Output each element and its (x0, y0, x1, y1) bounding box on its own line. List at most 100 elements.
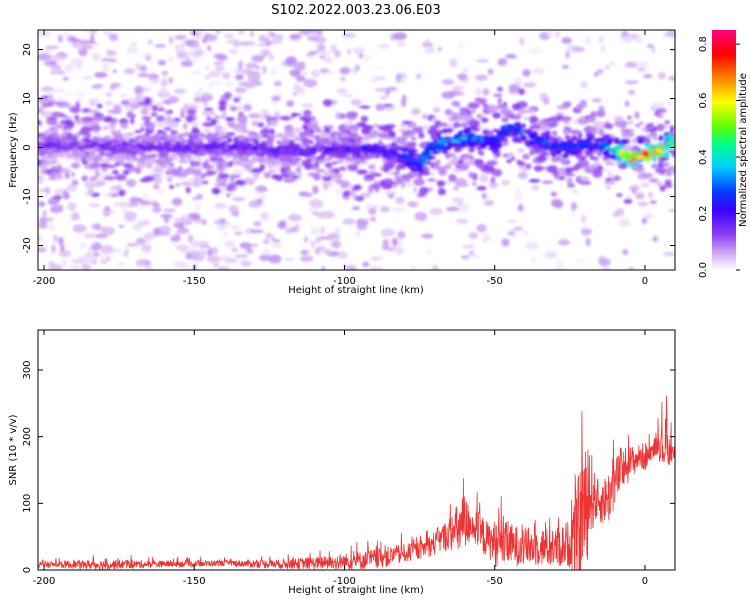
noise-blob (425, 38, 430, 46)
noise-blob (67, 202, 77, 212)
noise-blob (100, 63, 110, 72)
ridge-blob (662, 152, 670, 157)
ridge-blob (162, 146, 167, 149)
noise-blob (82, 30, 88, 34)
halo-blob (285, 131, 291, 136)
noise-blob (161, 70, 168, 77)
ridge-blob (259, 144, 268, 151)
x-tick-label: -100 (333, 576, 356, 587)
ridge-blob (606, 154, 612, 158)
noise-blob (364, 203, 374, 209)
noise-blob (580, 228, 593, 235)
halo-blob (201, 175, 206, 179)
halo-blob (168, 120, 179, 128)
noise-blob (398, 248, 405, 252)
noise-blob (212, 61, 225, 65)
halo-blob (382, 103, 394, 107)
noise-blob (392, 237, 398, 247)
noise-blob (38, 53, 51, 61)
spectrogram-x-label: Height of straight line (km) (288, 285, 424, 296)
noise-blob (337, 250, 348, 260)
halo-blob (562, 101, 572, 108)
halo-blob (251, 168, 263, 173)
noise-blob (222, 72, 231, 80)
halo-blob (522, 153, 530, 160)
noise-blob (644, 213, 654, 220)
halo-blob (322, 99, 333, 107)
halo-blob (525, 163, 532, 169)
halo-blob (652, 135, 658, 142)
noise-blob (82, 76, 93, 80)
noise-blob (237, 41, 249, 46)
ridge-blob (351, 151, 356, 157)
noise-blob (336, 92, 342, 97)
halo-blob (497, 97, 502, 105)
noise-blob (50, 64, 62, 70)
halo-blob (81, 108, 91, 113)
ridge-blob (407, 149, 415, 155)
noise-blob (468, 232, 479, 240)
ridge-blob (155, 135, 163, 140)
halo-blob (143, 122, 156, 126)
noise-blob (636, 60, 650, 69)
ridge-blob (315, 137, 324, 143)
noise-blob (64, 64, 74, 72)
halo-blob (620, 121, 626, 129)
noise-blob (351, 206, 361, 211)
noise-blob (292, 91, 298, 96)
ridge-blob (304, 148, 312, 152)
noise-blob (342, 218, 356, 225)
noise-blob (605, 186, 611, 190)
ridge-blob (323, 150, 327, 156)
noise-blob (123, 251, 128, 258)
halo-blob (103, 175, 116, 181)
halo-blob (74, 114, 80, 121)
ridge-blob (55, 143, 62, 149)
noise-blob (110, 86, 116, 91)
noise-blob (260, 109, 270, 117)
halo-blob (153, 165, 163, 174)
ridge-blob (174, 140, 180, 143)
noise-blob (336, 88, 348, 94)
noise-blob (207, 70, 222, 78)
halo-blob (476, 186, 487, 191)
ridge-blob (293, 158, 303, 161)
noise-blob (663, 252, 675, 256)
halo-blob (194, 97, 201, 102)
ridge-blob (232, 158, 241, 163)
noise-blob (593, 72, 599, 77)
ridge-blob (541, 152, 550, 156)
halo-blob (171, 156, 179, 161)
halo-blob (587, 164, 598, 170)
ridge-blob (309, 133, 316, 139)
noise-blob (306, 208, 318, 212)
ridge-blob (205, 149, 213, 154)
noise-blob (213, 53, 227, 59)
ridge-blob (378, 139, 382, 144)
noise-blob (55, 204, 64, 209)
ridge-blob (184, 146, 192, 149)
ridge-blob (441, 139, 449, 145)
noise-blob (270, 68, 277, 75)
noise-blob (206, 255, 221, 263)
halo-blob (75, 101, 81, 109)
ridge-blob (209, 156, 216, 159)
noise-blob (346, 48, 352, 55)
noise-blob (45, 186, 51, 195)
noise-blob (561, 64, 570, 69)
ridge-blob (268, 153, 273, 156)
halo-blob (169, 162, 174, 167)
halo-blob (468, 147, 475, 153)
ridge-blob (488, 131, 494, 135)
ridge-blob (116, 134, 123, 139)
ridge-blob (348, 139, 356, 142)
noise-blob (175, 233, 181, 242)
halo-blob (225, 132, 236, 136)
noise-blob (461, 244, 476, 249)
noise-blob (109, 33, 119, 42)
halo-blob (436, 180, 446, 187)
halo-blob (324, 127, 331, 134)
noise-blob (544, 251, 558, 259)
noise-blob (92, 97, 101, 103)
